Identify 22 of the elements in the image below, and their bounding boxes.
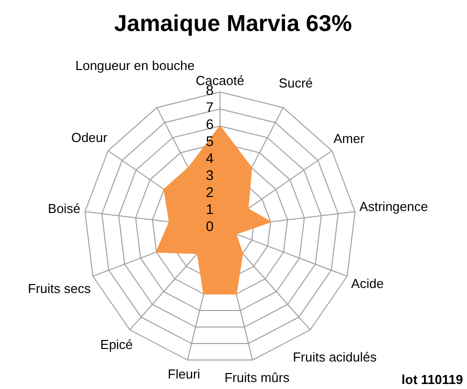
spoke-label: Amer: [333, 130, 366, 146]
spoke-label: Fruits secs: [28, 280, 92, 296]
spoke-label: Epicé: [100, 336, 133, 352]
y-tick-label: 6: [206, 116, 214, 132]
y-tick-label: 3: [206, 167, 214, 184]
y-tick-label: 2: [206, 184, 214, 200]
spoke-label: Acide: [351, 276, 384, 291]
y-tick-label: 7: [206, 99, 214, 116]
spoke-label: Astringence: [359, 198, 428, 214]
spoke-label: Longueur en bouche: [75, 58, 195, 74]
chart-title: Jamaique Marvia 63%: [114, 10, 352, 36]
spoke-label: Boisé: [48, 201, 80, 216]
spoke-label: Sucré: [278, 76, 313, 91]
y-tick-label: 0: [206, 218, 214, 234]
text: lot 110119: [402, 372, 463, 387]
spoke-label: Fruits mûrs: [224, 370, 290, 386]
spoke-label: Odeur: [71, 130, 108, 145]
y-tick-label: 1: [206, 201, 214, 218]
y-tick-label: 4: [206, 150, 214, 166]
spoke-label: Fleuri: [168, 366, 200, 382]
spoke-label: Fruits acidulés: [292, 350, 378, 365]
y-tick-label: 5: [206, 133, 214, 150]
